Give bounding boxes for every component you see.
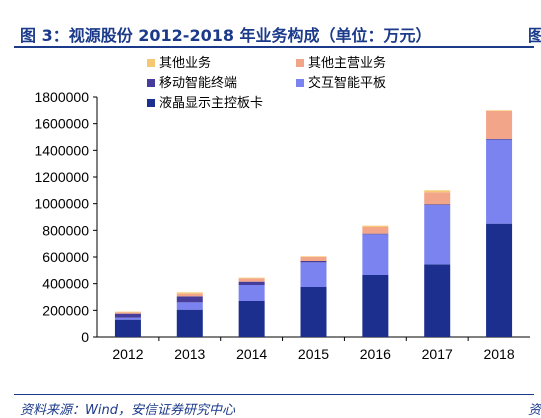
legend-swatch	[296, 59, 304, 67]
bar-segment-2013-1	[176, 302, 203, 310]
bar-segment-2012-3	[114, 312, 141, 314]
legend-swatch	[147, 99, 155, 107]
y-tick-label: 0	[81, 329, 89, 345]
bar-segment-2018-3	[486, 111, 513, 139]
bar-segment-2013-2	[176, 296, 203, 303]
bar-segment-2016-1	[362, 234, 389, 275]
bar-segment-2017-4	[424, 190, 451, 193]
legend-swatch	[147, 59, 155, 67]
x-tick-label: 2016	[360, 346, 391, 362]
legend-label: 液晶显示主控板卡	[159, 96, 263, 111]
y-tick-label: 600000	[42, 249, 89, 265]
bar-segment-2012-2	[114, 313, 141, 318]
source-divider	[14, 394, 534, 395]
bar-segment-2013-4	[176, 292, 203, 294]
source-note: 资料来源：Wind，安信证券研究中心	[20, 403, 235, 418]
next-source-fragment: 资	[528, 403, 541, 418]
y-tick-label: 1800000	[34, 89, 89, 105]
y-tick-label: 800000	[42, 222, 89, 238]
bar-segment-2014-3	[238, 278, 265, 282]
bar-segment-2015-4	[300, 256, 327, 257]
legend-label: 交互智能平板	[308, 75, 386, 91]
bar-segment-2017-0	[424, 264, 451, 337]
x-tick-label: 2014	[236, 346, 267, 362]
y-tick-label: 1400000	[34, 142, 89, 158]
bar-segment-2016-2	[362, 233, 389, 235]
plot-area: 0 200000 400000 600000 800000 1000000 1200000 1…	[34, 89, 530, 362]
page-title: 图 3：视源股份 2012-2018 年业务构成（单位：万元）	[20, 26, 432, 45]
legend-label: 其他业务	[159, 55, 211, 71]
bar-segment-2015-0	[300, 287, 327, 337]
y-tick-label: 400000	[42, 276, 89, 292]
legend-swatch	[296, 79, 304, 87]
x-tick-label: 2017	[422, 346, 453, 362]
x-tick-label: 2018	[483, 346, 514, 362]
y-tick-label: 1600000	[34, 116, 89, 132]
bar-segment-2014-4	[238, 277, 265, 279]
next-figure-title-fragment: 图	[528, 26, 541, 45]
bar-segment-2013-3	[176, 293, 203, 297]
bar-segment-2018-2	[486, 139, 513, 140]
legend-label: 移动智能终端	[159, 75, 237, 91]
bar-segment-2014-0	[238, 301, 265, 337]
bar-segment-2018-0	[486, 223, 513, 337]
bar-segment-2015-3	[300, 257, 327, 261]
bar-segment-2012-4	[114, 311, 141, 313]
bar-segment-2014-1	[238, 285, 265, 301]
bar-segment-2016-0	[362, 275, 389, 337]
title-bar: 图 3：视源股份 2012-2018 年业务构成（单位：万元） 图	[0, 0, 541, 52]
legend-swatch	[147, 79, 155, 87]
x-tick-label: 2015	[298, 346, 329, 362]
bar-segment-2016-4	[362, 225, 389, 227]
bar-segment-2015-2	[300, 261, 327, 263]
bar-segment-2017-2	[424, 204, 451, 205]
y-tick-label: 1000000	[34, 196, 89, 212]
x-tick-label: 2013	[174, 346, 205, 362]
bar-segment-2016-3	[362, 227, 389, 234]
bar-segment-2017-3	[424, 192, 451, 205]
bar-segment-2018-4	[486, 110, 513, 111]
title-divider	[14, 46, 534, 48]
bar-segment-2018-1	[486, 139, 513, 224]
stacked-bar-chart: 0 200000 400000 600000 800000 1000000 1200000 1…	[34, 55, 530, 362]
bar-segment-2013-0	[176, 309, 203, 337]
y-tick-label: 1200000	[34, 169, 89, 185]
bar-segment-2014-2	[238, 281, 265, 285]
bar-segment-2015-1	[300, 262, 327, 287]
bar-segment-2017-1	[424, 205, 451, 265]
bar-segment-2012-1	[114, 317, 141, 320]
legend-label: 其他主营业务	[308, 55, 386, 71]
x-tick-label: 2012	[112, 346, 143, 362]
y-tick-label: 200000	[42, 302, 89, 318]
bar-segment-2012-0	[114, 319, 141, 337]
